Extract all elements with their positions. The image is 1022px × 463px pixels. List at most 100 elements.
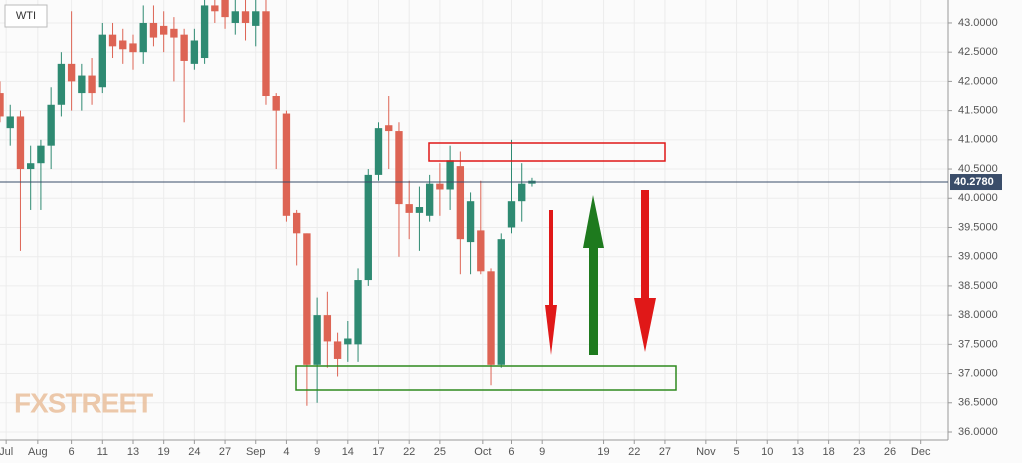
candle-body xyxy=(323,315,332,342)
axis-panel xyxy=(948,0,1022,463)
candles xyxy=(0,0,536,406)
candle-body xyxy=(129,43,137,53)
candle-body xyxy=(497,239,505,365)
x-tick-label: 10 xyxy=(761,446,773,458)
y-tick-label: 40.0000 xyxy=(958,192,998,204)
y-tick-label: 37.5000 xyxy=(958,338,998,350)
watermark: FXSTREET xyxy=(14,387,153,418)
x-tick-label: Dec xyxy=(911,446,931,458)
x-tick-label: 26 xyxy=(884,446,896,458)
candle-body xyxy=(292,212,301,234)
candle-body xyxy=(518,183,526,202)
x-tick-label: 9 xyxy=(314,446,320,458)
candle-body xyxy=(149,22,158,38)
candle-body xyxy=(0,93,4,117)
candle-body xyxy=(333,341,342,359)
candle-body xyxy=(477,230,485,272)
y-tick-label: 39.5000 xyxy=(958,221,998,233)
candle-body xyxy=(415,207,424,213)
candle-body xyxy=(231,11,239,23)
x-tick-label: 13 xyxy=(792,446,804,458)
candle-body xyxy=(262,11,270,97)
y-tick-label: 41.0000 xyxy=(958,134,998,146)
arrow-down-large xyxy=(634,190,656,352)
candle-body xyxy=(190,40,199,64)
candle-body xyxy=(354,280,362,345)
x-tick-label: 25 xyxy=(434,446,446,458)
x-tick-label: 14 xyxy=(342,446,354,458)
candle-body xyxy=(405,204,413,213)
candle-body xyxy=(436,183,444,190)
candle-body xyxy=(446,160,454,190)
x-tick-label: Aug xyxy=(28,446,48,458)
candle-body xyxy=(374,128,383,175)
symbol-label: WTI xyxy=(16,10,36,22)
candle-body xyxy=(241,11,250,23)
x-tick-label: 19 xyxy=(158,446,170,458)
arrow-up xyxy=(583,195,604,355)
candle-body xyxy=(487,271,495,365)
arrow-down-small xyxy=(545,210,557,355)
candle-body xyxy=(282,113,291,216)
candle-body xyxy=(6,116,14,129)
x-tick-label: 9 xyxy=(539,446,545,458)
candle-body xyxy=(27,163,35,170)
candle-body xyxy=(159,25,168,35)
x-tick-label: 22 xyxy=(403,446,415,458)
candle-body xyxy=(466,201,475,243)
candle-body xyxy=(16,116,25,170)
candle-body xyxy=(200,5,209,59)
price-label: 40.2780 xyxy=(954,176,994,188)
x-tick-label: 19 xyxy=(597,446,609,458)
y-tick-label: 40.5000 xyxy=(958,163,998,175)
y-tick-label: 38.0000 xyxy=(958,309,998,321)
candle-body xyxy=(170,28,178,38)
x-tick-label: 27 xyxy=(219,446,231,458)
candle-body xyxy=(57,63,66,105)
candle-body xyxy=(385,125,393,132)
y-tick-label: 38.5000 xyxy=(958,280,998,292)
candle-body xyxy=(221,0,229,18)
x-tick-label: Oct xyxy=(474,446,491,458)
symbol-box xyxy=(4,4,48,28)
x-tick-label: 22 xyxy=(628,446,640,458)
candle-body xyxy=(211,5,219,12)
candle-body xyxy=(456,166,465,240)
x-tick-label: 5 xyxy=(733,446,739,458)
y-tick-label: 39.0000 xyxy=(958,251,998,263)
candle-body xyxy=(108,34,117,47)
y-tick-label: 41.5000 xyxy=(958,105,998,117)
price-label-box xyxy=(950,174,1002,191)
x-tick-label: 4 xyxy=(283,446,289,458)
x-tick-label: 17 xyxy=(372,446,384,458)
candle-body xyxy=(252,11,260,26)
support-box xyxy=(295,365,677,391)
candle-body xyxy=(119,40,127,50)
y-tick-label: 36.0000 xyxy=(958,426,998,438)
x-tick-label: Jul xyxy=(0,446,13,458)
axes: 36.0000 36.5000 37.0000 37.5000 38.0000 38.50… xyxy=(0,17,1002,458)
candle-body xyxy=(313,315,321,365)
candle-body xyxy=(395,131,403,205)
x-tick-label: 18 xyxy=(822,446,834,458)
candle-body xyxy=(78,75,86,94)
candle-body xyxy=(98,34,106,88)
candle-body xyxy=(88,75,96,94)
y-tick-label: 36.5000 xyxy=(958,397,998,409)
x-tick-label: 27 xyxy=(659,446,671,458)
y-tick-label: 43.0000 xyxy=(958,17,998,29)
x-tick-label: Nov xyxy=(696,446,716,458)
x-tick-label: 6 xyxy=(69,446,75,458)
candle-body xyxy=(272,96,280,111)
candle-body xyxy=(507,201,516,228)
resistance-box xyxy=(428,142,666,162)
candle-body xyxy=(425,183,434,216)
candle-body xyxy=(37,145,45,164)
candle-body xyxy=(344,338,352,345)
candle-body xyxy=(47,104,55,146)
y-tick-label: 37.0000 xyxy=(958,367,998,379)
candle-body xyxy=(139,22,147,53)
x-tick-label: 13 xyxy=(127,446,139,458)
candle-body xyxy=(303,233,311,365)
x-tick-label: 23 xyxy=(853,446,865,458)
